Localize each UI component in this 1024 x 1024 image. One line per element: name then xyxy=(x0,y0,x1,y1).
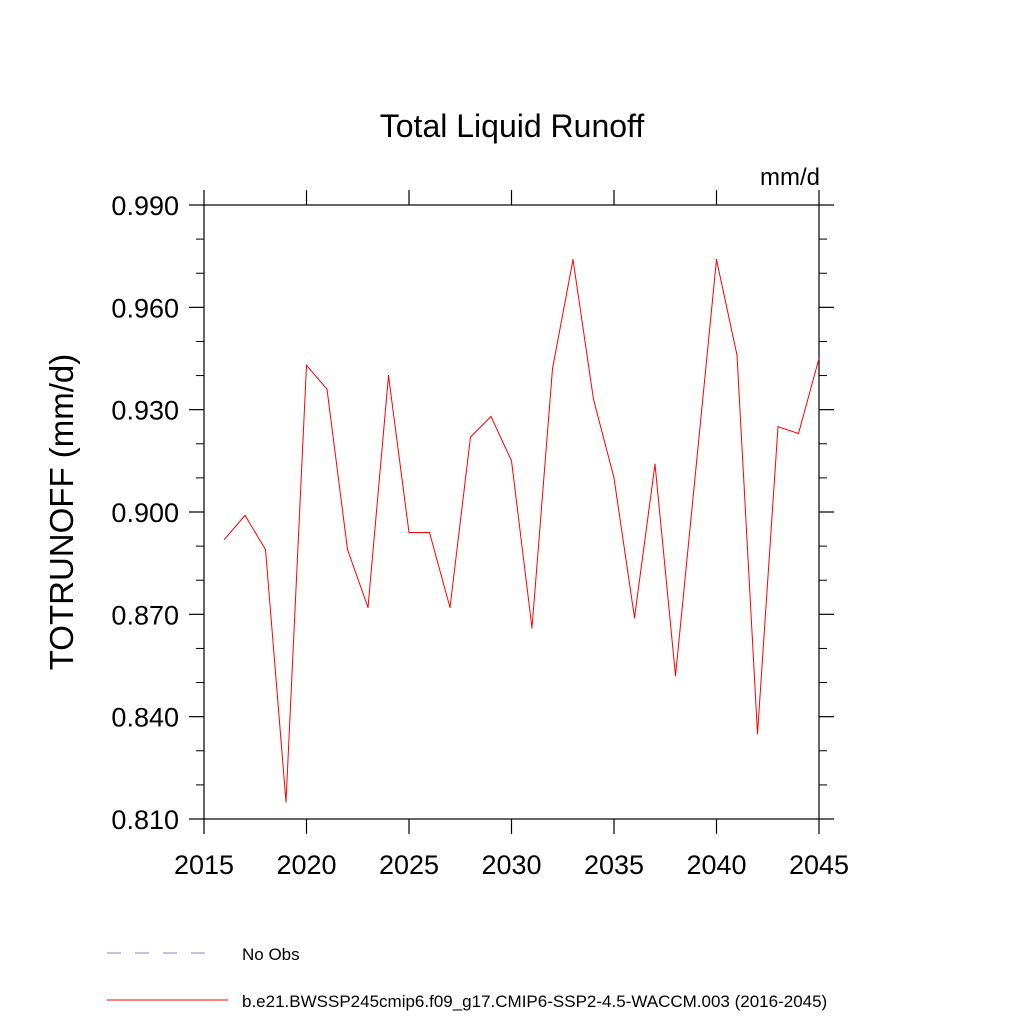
data-point-2027 xyxy=(449,606,451,609)
data-point-2044 xyxy=(797,432,800,435)
data-point-2022 xyxy=(346,548,349,551)
data-point-2028 xyxy=(469,436,472,438)
y-tick-label: 0.870 xyxy=(111,600,179,630)
data-point-2032 xyxy=(551,368,554,370)
x-tick-label: 2040 xyxy=(686,850,746,880)
data-point-2023 xyxy=(367,606,369,609)
data-point-2019 xyxy=(285,801,287,803)
data-point-2039 xyxy=(695,467,697,469)
x-tick-labels: 2015 2020 2025 2030 2035 2040 2045 xyxy=(174,850,849,880)
data-point-2038 xyxy=(674,675,677,677)
data-point-2043 xyxy=(777,426,779,428)
data-point-2041 xyxy=(736,354,738,356)
plot-frame xyxy=(203,204,820,820)
data-point-2036 xyxy=(633,617,636,619)
series-line-waccm xyxy=(224,259,820,802)
x-tick-label: 2015 xyxy=(174,850,234,880)
y-tick-label: 0.900 xyxy=(111,498,179,528)
data-point-2037 xyxy=(654,463,656,465)
data-point-2025 xyxy=(408,531,410,534)
chart-title: Total Liquid Runoff xyxy=(380,108,645,144)
data-point-2018 xyxy=(264,548,267,551)
data-point-2031 xyxy=(531,627,533,629)
legend-label-model: b.e21.BWSSP245cmip6.f09_g17.CMIP6-SSP2-4… xyxy=(242,992,827,1011)
y-tick-label: 0.840 xyxy=(111,703,179,733)
series-points xyxy=(223,258,820,803)
axis-ticks xyxy=(189,190,834,834)
x-tick-label: 2045 xyxy=(789,850,849,880)
x-tick-label: 2035 xyxy=(584,850,644,880)
y-tick-labels: 0.810 0.840 0.870 0.900 0.930 0.960 0.990 xyxy=(111,191,179,835)
data-point-2045 xyxy=(818,357,820,360)
data-point-2020 xyxy=(305,364,308,366)
data-point-2017 xyxy=(244,514,246,517)
data-point-2021 xyxy=(326,388,328,390)
y-tick-label: 0.930 xyxy=(111,396,179,426)
data-point-2030 xyxy=(510,460,513,462)
x-tick-label: 2030 xyxy=(481,850,541,880)
data-point-2040 xyxy=(715,258,718,261)
data-point-2035 xyxy=(613,477,615,479)
x-tick-label: 2020 xyxy=(276,850,336,880)
units-label: mm/d xyxy=(760,164,820,191)
x-tick-label: 2025 xyxy=(379,850,439,880)
data-point-2029 xyxy=(490,415,492,418)
y-tick-label: 0.990 xyxy=(111,191,179,221)
y-axis-label: TOTRUNOFF (mm/d) xyxy=(43,354,80,671)
data-point-2024 xyxy=(387,374,390,377)
data-point-2042 xyxy=(756,733,759,735)
data-point-2016 xyxy=(223,538,226,540)
data-point-2034 xyxy=(592,398,595,401)
legend-label-no-obs: No Obs xyxy=(242,945,300,964)
y-tick-label: 0.810 xyxy=(111,805,179,835)
y-tick-label: 0.960 xyxy=(111,293,179,323)
data-point-2026 xyxy=(428,531,431,534)
data-point-2033 xyxy=(572,258,574,261)
